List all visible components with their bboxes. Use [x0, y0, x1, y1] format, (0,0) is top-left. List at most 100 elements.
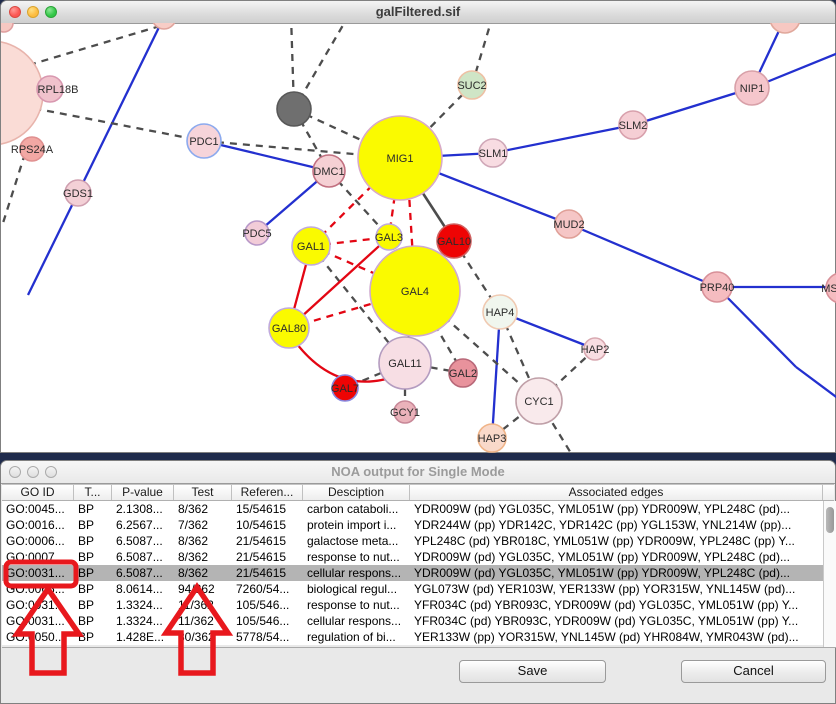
graph-edge[interactable]	[28, 23, 197, 67]
graph-edge[interactable]	[399, 84, 473, 159]
close-button-icon[interactable]	[9, 466, 21, 478]
noa-window-titlebar[interactable]: NOA output for Single Mode	[1, 461, 835, 484]
minimize-button-icon[interactable]	[27, 6, 39, 18]
graph-node-GAL2[interactable]: GAL2	[448, 358, 478, 388]
table-cell: protein import i...	[307, 518, 397, 532]
graph-edge[interactable]	[310, 157, 401, 247]
graph-edge[interactable]	[491, 400, 540, 439]
table-cell: 6.5087...	[116, 534, 163, 548]
graph-node-DMC1[interactable]: DMC1	[312, 154, 346, 188]
table-cell: 11/362	[178, 614, 214, 628]
graph-node-clipped-top-right[interactable]	[770, 23, 800, 34]
graph-node-PRP40[interactable]: PRP40	[700, 271, 735, 303]
table-cell: 6.5087...	[116, 550, 163, 564]
graph-edge[interactable]	[632, 86, 753, 127]
node-label: PRP40	[700, 282, 735, 294]
graph-node-CYC1[interactable]: CYC1	[515, 377, 563, 425]
table-cell: 5778/54...	[236, 630, 290, 644]
minimize-button-icon[interactable]	[27, 466, 39, 478]
table-row[interactable]: GO:0050... BP 1.428E... 80/362 5778/54... reg…	[2, 629, 823, 645]
graph-node-HAP3[interactable]: HAP3	[477, 423, 507, 453]
table-row[interactable]: GO:0031... BP 1.3324... 11/362 105/546... cel…	[2, 613, 823, 629]
noa-window-title: NOA output for Single Mode	[331, 464, 505, 479]
column-header-7[interactable]: Associated edges	[410, 485, 823, 500]
table-cell: 80/362	[178, 630, 215, 644]
column-header-4[interactable]: Test	[174, 485, 232, 500]
save-button[interactable]: Save	[459, 660, 606, 683]
graph-node-NIP1[interactable]: NIP1	[734, 70, 770, 106]
graph-node-unnamed-dark[interactable]	[276, 91, 312, 127]
table-body: GO:0045... BP 2.1308... 8/362 15/54615 carbon…	[2, 501, 823, 645]
column-header-5[interactable]: Referen...	[232, 485, 303, 500]
graph-edge[interactable]	[76, 23, 164, 194]
graph-edge[interactable]	[795, 366, 836, 405]
table-cell: 1.3324...	[116, 614, 163, 628]
graph-node-HAP2[interactable]: HAP2	[581, 337, 610, 361]
graph-node-GAL10[interactable]: GAL10	[436, 223, 472, 259]
graph-node-MSI[interactable]: MSI	[821, 273, 836, 303]
node-label: SLM2	[619, 120, 648, 132]
scrollbar-thumb[interactable]	[826, 507, 834, 533]
node-label: GAL2	[449, 368, 477, 380]
graph-node-GAL80[interactable]: GAL80	[268, 307, 310, 349]
graph-edge[interactable]	[203, 139, 330, 173]
graph-edge[interactable]	[490, 311, 502, 439]
graph-node-GAL4[interactable]: GAL4	[369, 245, 461, 337]
table-cell: GO:0031...	[6, 614, 65, 628]
graph-node-GAL7[interactable]: GAL7	[331, 374, 359, 402]
table-row[interactable]: GO:0045... BP 2.1308... 8/362 15/54615 carbon…	[2, 501, 823, 517]
graph-node-HAP4[interactable]: HAP4	[482, 294, 518, 330]
table-cell: response to nut...	[307, 550, 400, 564]
graph-node-PDC5[interactable]: PDC5	[242, 220, 272, 246]
column-header-6[interactable]: Desciption	[303, 485, 410, 500]
table-header[interactable]: GO ID T... P-value Test Referen... Desciption…	[2, 484, 834, 501]
graph-node-PDC1[interactable]: PDC1	[186, 123, 222, 159]
table-row[interactable]: GO:0007... BP 6.5087... 8/362 21/54615 respon…	[2, 549, 823, 565]
column-header-3[interactable]: P-value	[112, 485, 174, 500]
graph-window-title: galFiltered.sif	[375, 4, 461, 19]
graph-node-GAL1[interactable]: GAL1	[291, 226, 331, 266]
table-scrollbar[interactable]	[823, 501, 836, 647]
graph-node-GAL11[interactable]: GAL11	[378, 336, 432, 390]
graph-node-GDS1[interactable]: GDS1	[63, 179, 93, 207]
cancel-button[interactable]: Cancel	[681, 660, 826, 683]
graph-edge[interactable]	[716, 286, 797, 368]
table-row[interactable]: GO:0006... BP 6.5087... 8/362 21/54615 galact…	[2, 533, 823, 549]
graph-edge[interactable]	[203, 139, 401, 160]
network-canvas[interactable]: RPL18B RPS24A GDS1 PDC1 DMC1 MIG1 SUC2 SLM1 SLM2…	[1, 23, 836, 453]
table-cell: 7260/54...	[236, 582, 290, 596]
graph-window-titlebar[interactable]: galFiltered.sif	[1, 1, 835, 24]
graph-edge[interactable]	[288, 236, 390, 329]
close-button-icon[interactable]	[9, 6, 21, 18]
graph-node-GCY1[interactable]: GCY1	[390, 400, 420, 424]
graph-node-clipped-top-mid[interactable]	[152, 23, 176, 30]
graph-node-RPL18B[interactable]: RPL18B	[36, 75, 78, 103]
graph-node-GAL3[interactable]: GAL3	[375, 223, 403, 251]
graph-edge[interactable]	[568, 222, 718, 289]
table-row[interactable]: GO:0031... BP 1.3324... 11/362 105/546... res…	[2, 597, 823, 613]
zoom-button-icon[interactable]	[45, 6, 57, 18]
graph-node-SLM2[interactable]: SLM2	[618, 110, 648, 140]
table-row[interactable]: GO:0065... BP 8.0614... 94/362 7260/54... bio…	[2, 581, 823, 597]
graph-edge[interactable]	[293, 23, 349, 110]
graph-node-SLM1[interactable]: SLM1	[478, 138, 508, 168]
graph-node-MIG1[interactable]: MIG1	[357, 115, 443, 201]
graph-node-clipped-top-left[interactable]	[1, 23, 14, 33]
node-label: GDS1	[63, 188, 93, 200]
graph-node-RPS24A[interactable]: RPS24A	[11, 136, 54, 162]
column-header-2[interactable]: T...	[74, 485, 112, 500]
table-cell: carbon cataboli...	[307, 502, 399, 516]
node-label: GAL3	[375, 232, 403, 244]
graph-node-SUC2[interactable]: SUC2	[457, 70, 487, 100]
table-cell: GO:0031...	[6, 566, 65, 580]
zoom-button-icon[interactable]	[45, 466, 57, 478]
graph-node-MUD2[interactable]: MUD2	[553, 209, 585, 239]
graph-edge[interactable]	[1, 100, 205, 143]
column-header-1[interactable]: GO ID	[2, 485, 74, 500]
graph-edge[interactable]	[492, 123, 634, 155]
node-label: GAL80	[272, 323, 306, 335]
graph-edge[interactable]	[26, 192, 80, 296]
table-row[interactable]: GO:0016... BP 6.2567... 7/362 10/54615 protei…	[2, 517, 823, 533]
graph-edge[interactable]	[404, 361, 464, 375]
table-row[interactable]: GO:0031... BP 6.5087... 8/362 21/54615 cellul…	[2, 565, 823, 581]
